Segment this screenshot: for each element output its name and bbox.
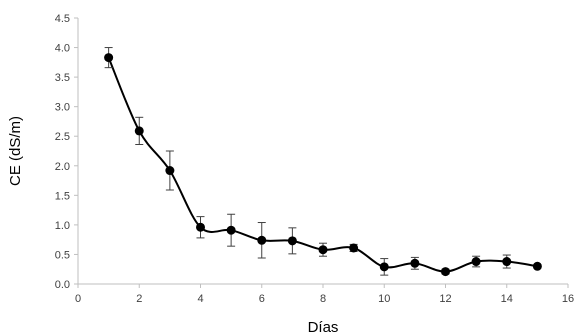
data-point: [104, 53, 114, 63]
tick-labels: 0.0 0.5 1.0 1.5 2.0 2.5 3.0 3.5 4.0 4.5 0 2 4 6 8 10 12 1…: [55, 13, 574, 305]
x-tick-label: 4: [197, 293, 203, 305]
y-tick-label: 2.0: [55, 161, 70, 173]
data-point: [441, 267, 450, 277]
data-point: [471, 257, 481, 267]
data-point: [379, 262, 389, 272]
data-point: [134, 126, 144, 136]
y-tick-label: 3.0: [55, 102, 70, 114]
y-tick-label: 0.0: [55, 279, 70, 291]
x-tick-label: 2: [136, 293, 142, 305]
y-tick-label: 4.0: [55, 43, 70, 55]
data-point: [532, 261, 542, 271]
data-point: [410, 258, 420, 268]
data-point: [257, 235, 267, 245]
series-line: [107, 57, 538, 273]
data-series: [104, 47, 542, 277]
y-tick-label: 3.5: [55, 72, 70, 84]
x-tick-label: 0: [75, 293, 81, 305]
x-tick-label: 10: [378, 293, 390, 305]
x-tick-label: 14: [501, 293, 513, 305]
y-tick-label: 2.5: [55, 131, 70, 143]
x-axis-title: Días: [308, 319, 339, 335]
x-tick-label: 8: [320, 293, 326, 305]
data-point: [196, 222, 205, 232]
data-point: [349, 243, 359, 253]
data-point: [226, 225, 236, 235]
data-point: [318, 245, 328, 255]
data-point: [502, 257, 512, 267]
x-tick-label: 6: [259, 293, 265, 305]
y-tick-label: 0.5: [55, 249, 70, 261]
x-tick-label: 12: [439, 293, 451, 305]
y-tick-label: 4.5: [55, 13, 70, 25]
y-axis-title: CE (dS/m): [7, 116, 24, 186]
data-point: [287, 236, 297, 246]
y-tick-label: 1.5: [55, 190, 70, 202]
y-tick-label: 1.0: [55, 220, 70, 232]
data-point: [165, 166, 175, 176]
x-tick-label: 16: [562, 293, 574, 305]
